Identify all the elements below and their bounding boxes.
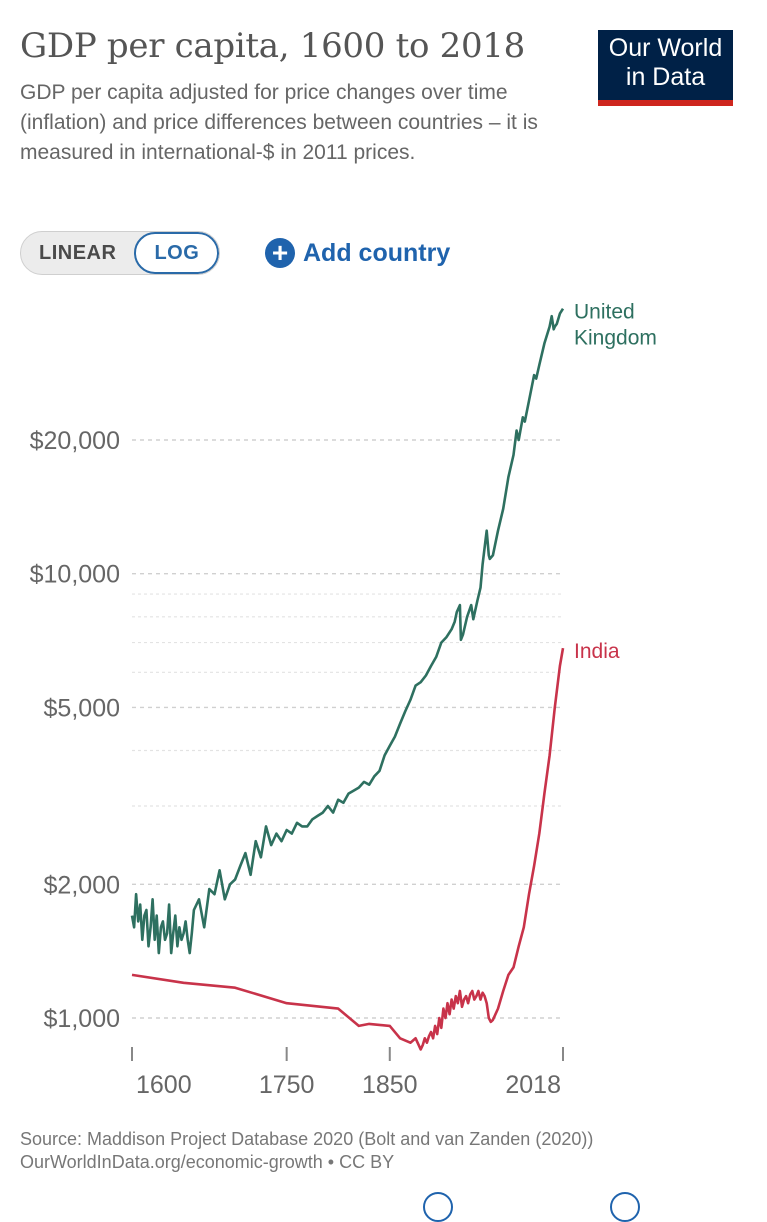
source-url-line[interactable]: OurWorldInData.org/economic-growth • CC … bbox=[20, 1152, 395, 1172]
plus-circle-icon: + bbox=[265, 238, 295, 268]
log-scale-button[interactable]: LOG bbox=[134, 232, 220, 274]
line-chart: $1,000 $2,000 $5,000 $10,000 $20,000 1600 1750… bbox=[30, 301, 657, 1099]
y-tick-label: $2,000 bbox=[44, 871, 120, 899]
share-icon[interactable] bbox=[423, 1192, 453, 1222]
logo-line-1: Our World bbox=[608, 34, 723, 62]
series-line-india bbox=[131, 647, 565, 1051]
x-tick-label: 2018 bbox=[505, 1071, 561, 1099]
scale-toggle: LINEAR LOG bbox=[20, 231, 221, 275]
logo-line-2: in Data bbox=[625, 63, 706, 91]
series-line-united-kingdom bbox=[130, 308, 565, 955]
add-country-label: Add country bbox=[303, 238, 451, 267]
x-tick-label: 1750 bbox=[259, 1071, 315, 1099]
add-country-button[interactable]: + Add country bbox=[265, 235, 450, 271]
series-label: India bbox=[574, 640, 620, 663]
y-tick-label: $1,000 bbox=[44, 1005, 120, 1033]
chart-title: GDP per capita, 1600 to 2018 bbox=[20, 26, 525, 66]
y-tick-label: $20,000 bbox=[30, 427, 120, 455]
series-label: United bbox=[574, 301, 635, 324]
linear-scale-button[interactable]: LINEAR bbox=[39, 242, 117, 264]
chart-subtitle: GDP per capita adjusted for price change… bbox=[20, 81, 538, 164]
source-note: Source: Maddison Project Database 2020 (… bbox=[20, 1128, 750, 1174]
source-line: Source: Maddison Project Database 2020 (… bbox=[20, 1129, 594, 1149]
x-tick-label: 1850 bbox=[362, 1071, 418, 1099]
owid-logo[interactable]: Our World in Data bbox=[598, 30, 733, 106]
series-label: Kingdom bbox=[574, 327, 657, 350]
y-tick-label: $5,000 bbox=[44, 694, 120, 722]
download-icon[interactable] bbox=[610, 1192, 640, 1222]
x-tick-label: 1600 bbox=[136, 1071, 192, 1099]
bottom-toolbar bbox=[0, 1188, 767, 1222]
y-tick-label: $10,000 bbox=[30, 561, 120, 589]
